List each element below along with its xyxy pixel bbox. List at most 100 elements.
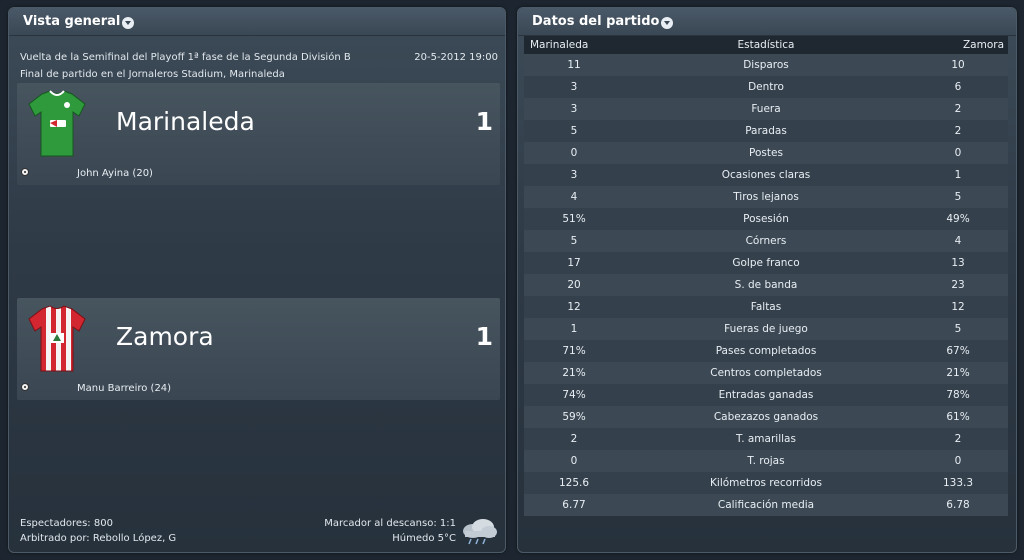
home-team-name[interactable]: Marinaleda xyxy=(116,107,255,136)
table-row: 12 Faltas 12 xyxy=(524,296,1008,318)
stat-away-value: 13 xyxy=(951,257,965,269)
home-shirt-icon[interactable] xyxy=(28,90,86,158)
table-row: 3 Fuera 2 xyxy=(524,98,1008,120)
stat-away-value: 78% xyxy=(946,389,970,401)
stat-away-value: 0 xyxy=(954,455,962,467)
header-away-team[interactable]: Zamora xyxy=(962,39,1004,51)
table-row: 74% Entradas ganadas 78% xyxy=(524,384,1008,406)
match-stats-header[interactable]: Datos del partido xyxy=(518,8,1016,36)
stat-label: Ocasiones claras xyxy=(721,169,811,181)
stat-home-value: 0 xyxy=(570,147,578,159)
match-stats-title: Datos del partido xyxy=(532,14,660,29)
stat-label: Postes xyxy=(749,147,783,159)
table-row: 11 Disparos 10 xyxy=(524,54,1008,76)
away-team-score: 1 xyxy=(475,322,493,351)
table-row: 3 Ocasiones claras 1 xyxy=(524,164,1008,186)
table-row: 20 S. de banda 23 xyxy=(524,274,1008,296)
ball-icon xyxy=(21,168,29,176)
match-footer-left: Espectadores: 800 Arbitrado por: Rebollo… xyxy=(20,516,176,546)
stat-away-value: 5 xyxy=(954,323,962,335)
stat-away-value: 67% xyxy=(946,345,970,357)
stats-table-header: Marinaleda Estadística Zamora xyxy=(524,36,1008,54)
table-row: 5 Córners 4 xyxy=(524,230,1008,252)
overview-panel: Vista general Vuelta de la Semifinal del… xyxy=(8,7,506,553)
weather-text: Húmedo 5°C xyxy=(392,533,456,544)
stat-home-value: 1 xyxy=(570,323,578,335)
match-status: Final de partido en el Jornaleros Stadiu… xyxy=(20,69,285,80)
stat-label: Calificación media xyxy=(717,499,815,511)
stat-label: Entradas ganadas xyxy=(718,389,814,401)
stat-label: T. amarillas xyxy=(736,433,796,445)
stat-home-value: 5 xyxy=(570,125,578,137)
stat-home-value: 71% xyxy=(562,345,586,357)
stat-away-value: 0 xyxy=(954,147,962,159)
home-scorer[interactable]: John Ayina (20) xyxy=(77,168,153,179)
stat-away-value: 21% xyxy=(946,367,970,379)
match-stats-panel: Datos del partido Marinaleda Estadística… xyxy=(517,7,1017,553)
stat-away-value: 5 xyxy=(954,191,962,203)
stat-away-value: 4 xyxy=(954,235,962,247)
stat-label: S. de banda xyxy=(734,279,798,291)
stat-label: Disparos xyxy=(743,59,789,71)
match-footer-right: Marcador al descanso: 1:1 Húmedo 5°C xyxy=(324,516,456,546)
chevron-down-icon[interactable] xyxy=(122,16,135,29)
table-row: 4 Tiros lejanos 5 xyxy=(524,186,1008,208)
stat-home-value: 59% xyxy=(562,411,586,423)
home-team-score: 1 xyxy=(475,107,493,136)
stat-label: Pases completados xyxy=(715,345,817,357)
stat-label: Centros completados xyxy=(710,367,822,379)
header-stat: Estadística xyxy=(737,39,795,51)
stat-label: Faltas xyxy=(750,301,782,313)
halftime-score: Marcador al descanso: 1:1 xyxy=(324,518,456,529)
header-home-team[interactable]: Marinaleda xyxy=(530,39,589,51)
stat-home-value: 12 xyxy=(567,301,581,313)
table-row: 5 Paradas 2 xyxy=(524,120,1008,142)
stat-away-value: 2 xyxy=(954,103,962,115)
chevron-down-icon[interactable] xyxy=(661,16,674,29)
stat-label: Posesión xyxy=(743,213,789,225)
stat-label: Cabezazos ganados xyxy=(713,411,819,423)
stat-away-value: 23 xyxy=(951,279,965,291)
attendance-text: Espectadores: 800 xyxy=(20,518,113,529)
stat-label: Paradas xyxy=(745,125,787,137)
competition-label: Vuelta de la Semifinal del Playoff 1ª fa… xyxy=(20,52,351,63)
stat-away-value: 12 xyxy=(951,301,965,313)
stat-away-value: 2 xyxy=(954,433,962,445)
stat-label: Fuera xyxy=(751,103,781,115)
stat-label: T. rojas xyxy=(747,455,785,467)
match-info: Vuelta de la Semifinal del Playoff 1ª fa… xyxy=(20,49,498,83)
cloud-rain-icon xyxy=(463,519,497,545)
stat-label: Dentro xyxy=(748,81,784,93)
ball-icon xyxy=(21,383,29,391)
stat-label: Fueras de juego xyxy=(724,323,808,335)
stat-home-value: 17 xyxy=(567,257,581,269)
table-row: 0 T. rojas 0 xyxy=(524,450,1008,472)
stat-home-value: 11 xyxy=(567,59,581,71)
stat-home-value: 0 xyxy=(570,455,578,467)
stat-label: Córners xyxy=(745,235,787,247)
stat-home-value: 125.6 xyxy=(558,477,590,489)
stat-away-value: 1 xyxy=(954,169,962,181)
away-scorer[interactable]: Manu Barreiro (24) xyxy=(77,383,172,394)
table-row: 21% Centros completados 21% xyxy=(524,362,1008,384)
table-row: 59% Cabezazos ganados 61% xyxy=(524,406,1008,428)
table-row: 51% Posesión 49% xyxy=(524,208,1008,230)
stat-away-value: 6 xyxy=(954,81,962,93)
away-shirt-icon[interactable] xyxy=(28,305,86,373)
table-row: 125.6 Kilómetros recorridos 133.3 xyxy=(524,472,1008,494)
stats-table: Marinaleda Estadística Zamora 11 Disparos… xyxy=(524,36,1008,516)
overview-header[interactable]: Vista general xyxy=(9,8,505,36)
stat-label: Tiros lejanos xyxy=(733,191,799,203)
stat-away-value: 2 xyxy=(954,125,962,137)
stat-label: Golpe franco xyxy=(732,257,800,269)
stat-away-value: 10 xyxy=(951,59,965,71)
referee-text[interactable]: Arbitrado por: Rebollo López, G xyxy=(20,533,177,544)
table-row: 2 T. amarillas 2 xyxy=(524,428,1008,450)
table-row: 1 Fueras de juego 5 xyxy=(524,318,1008,340)
away-team-name[interactable]: Zamora xyxy=(116,322,214,351)
stat-away-value: 61% xyxy=(946,411,970,423)
stat-away-value: 133.3 xyxy=(942,477,974,489)
stat-home-value: 3 xyxy=(570,103,578,115)
stat-home-value: 4 xyxy=(570,191,578,203)
stat-home-value: 5 xyxy=(570,235,578,247)
